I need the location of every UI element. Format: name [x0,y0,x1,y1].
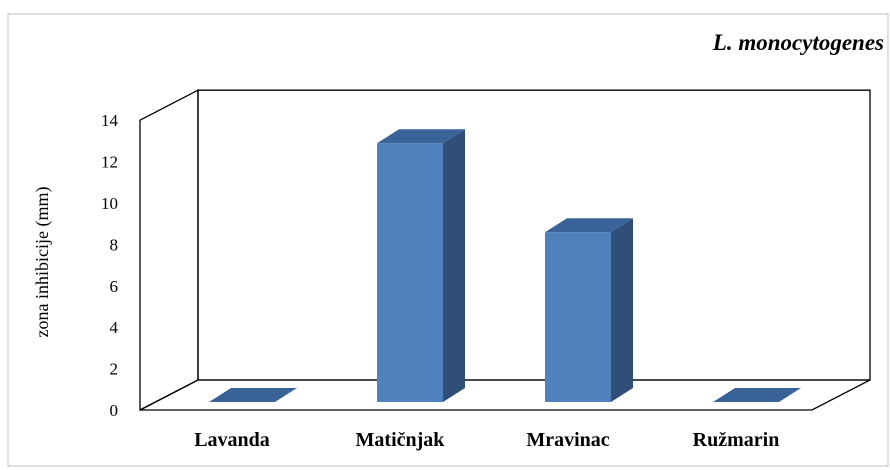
y-tick-label: 8 [110,235,119,254]
bar-top [545,218,633,233]
bar [545,218,633,402]
x-tick-label: Lavanda [194,429,270,451]
bar [209,388,297,402]
plot-walls [139,89,871,412]
y-tick-label: 4 [110,318,119,337]
y-tick-label: 12 [101,153,118,172]
bar-top [377,129,465,144]
y-axis-ticks: 0 2 4 6 8 10 12 14 [101,111,119,420]
bar-side [611,218,633,402]
bars [209,129,801,402]
y-tick-label: 10 [101,194,118,213]
x-tick-label: Mravinac [526,429,609,451]
bar-front [377,143,443,402]
x-tick-label: Ružmarin [693,429,780,451]
bar [377,129,465,402]
x-axis-labels: Lavanda Matičnjak Mravinac Ružmarin [194,429,779,451]
bar [713,388,801,402]
x-tick-label: Matičnjak [356,429,446,451]
y-tick-label: 6 [110,277,119,296]
y-axis-label: zona inhibicije (mm) [32,187,53,338]
y-tick-label: 0 [110,401,119,420]
y-tick-label: 2 [110,360,119,379]
bar-side [443,129,465,402]
y-tick-label: 14 [101,111,119,130]
bar-front [545,232,611,402]
bar-top [209,388,297,402]
bar-top [713,388,801,402]
chart-title: L. monocytogenes [712,30,884,55]
plot-side-wall [139,89,199,412]
